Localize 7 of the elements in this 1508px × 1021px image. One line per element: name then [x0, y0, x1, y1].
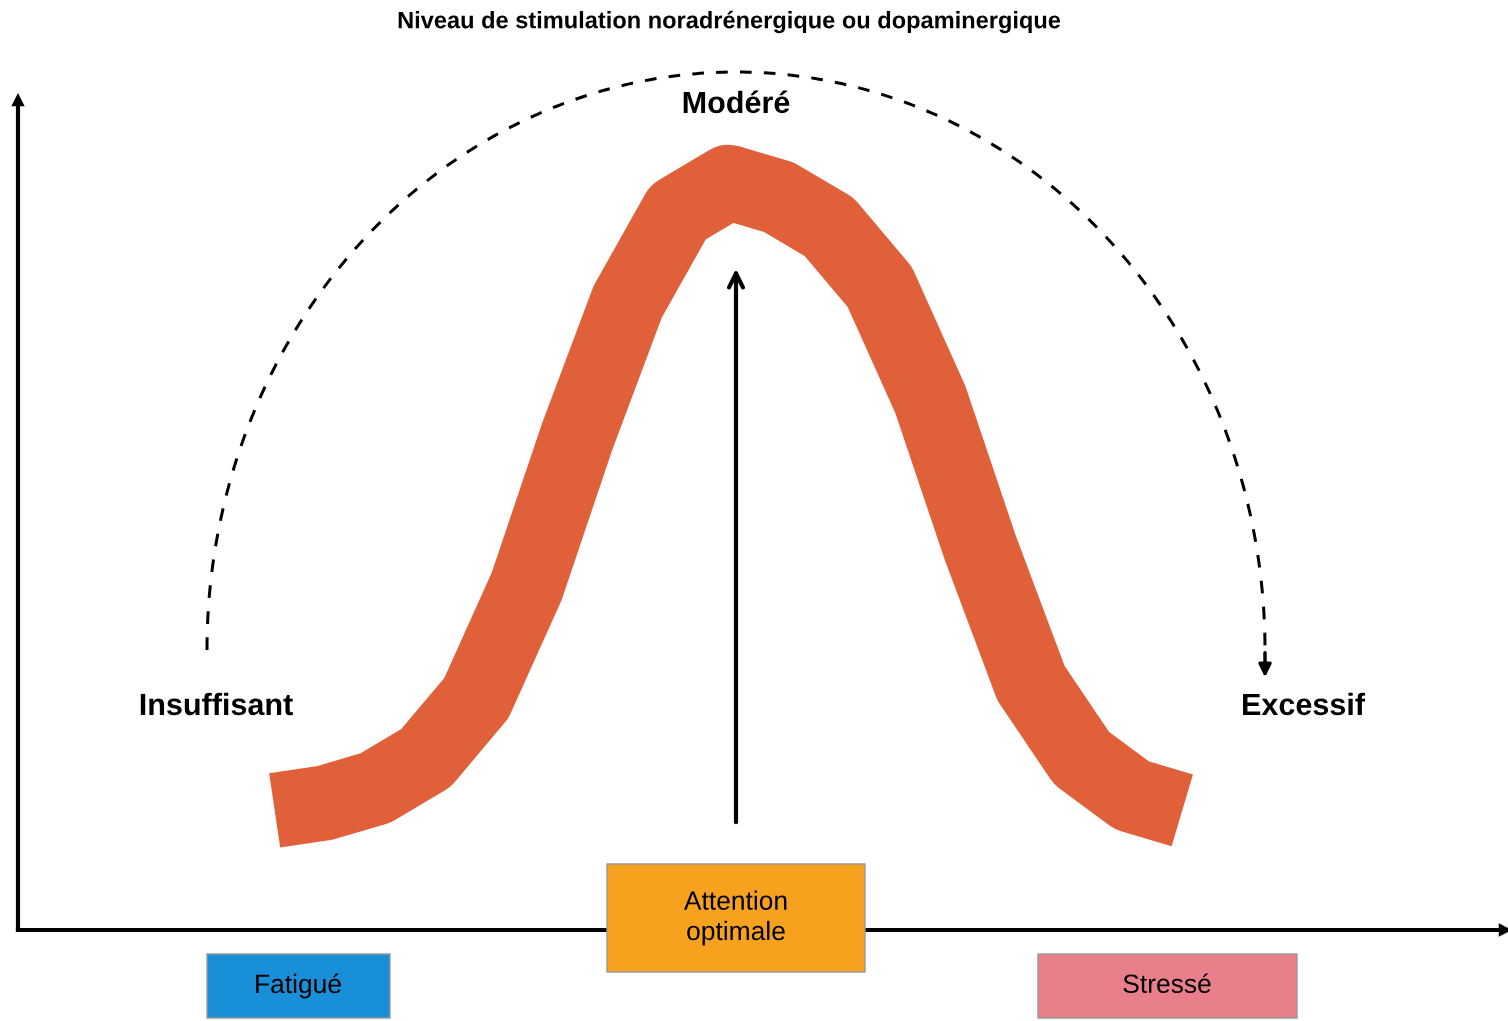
text: Modéré — [683, 90, 790, 114]
text: Stressé — [1123, 973, 1211, 994]
chart-title: Niveau de stimulation noradrénergique ou dopaminergique — [398, 10, 1061, 34]
text: Fatigué — [256, 973, 341, 999]
text: Excessif — [1243, 692, 1366, 716]
annotation: Attention optimale — [683, 890, 787, 946]
annotation: Insuffisant — [140, 692, 293, 716]
